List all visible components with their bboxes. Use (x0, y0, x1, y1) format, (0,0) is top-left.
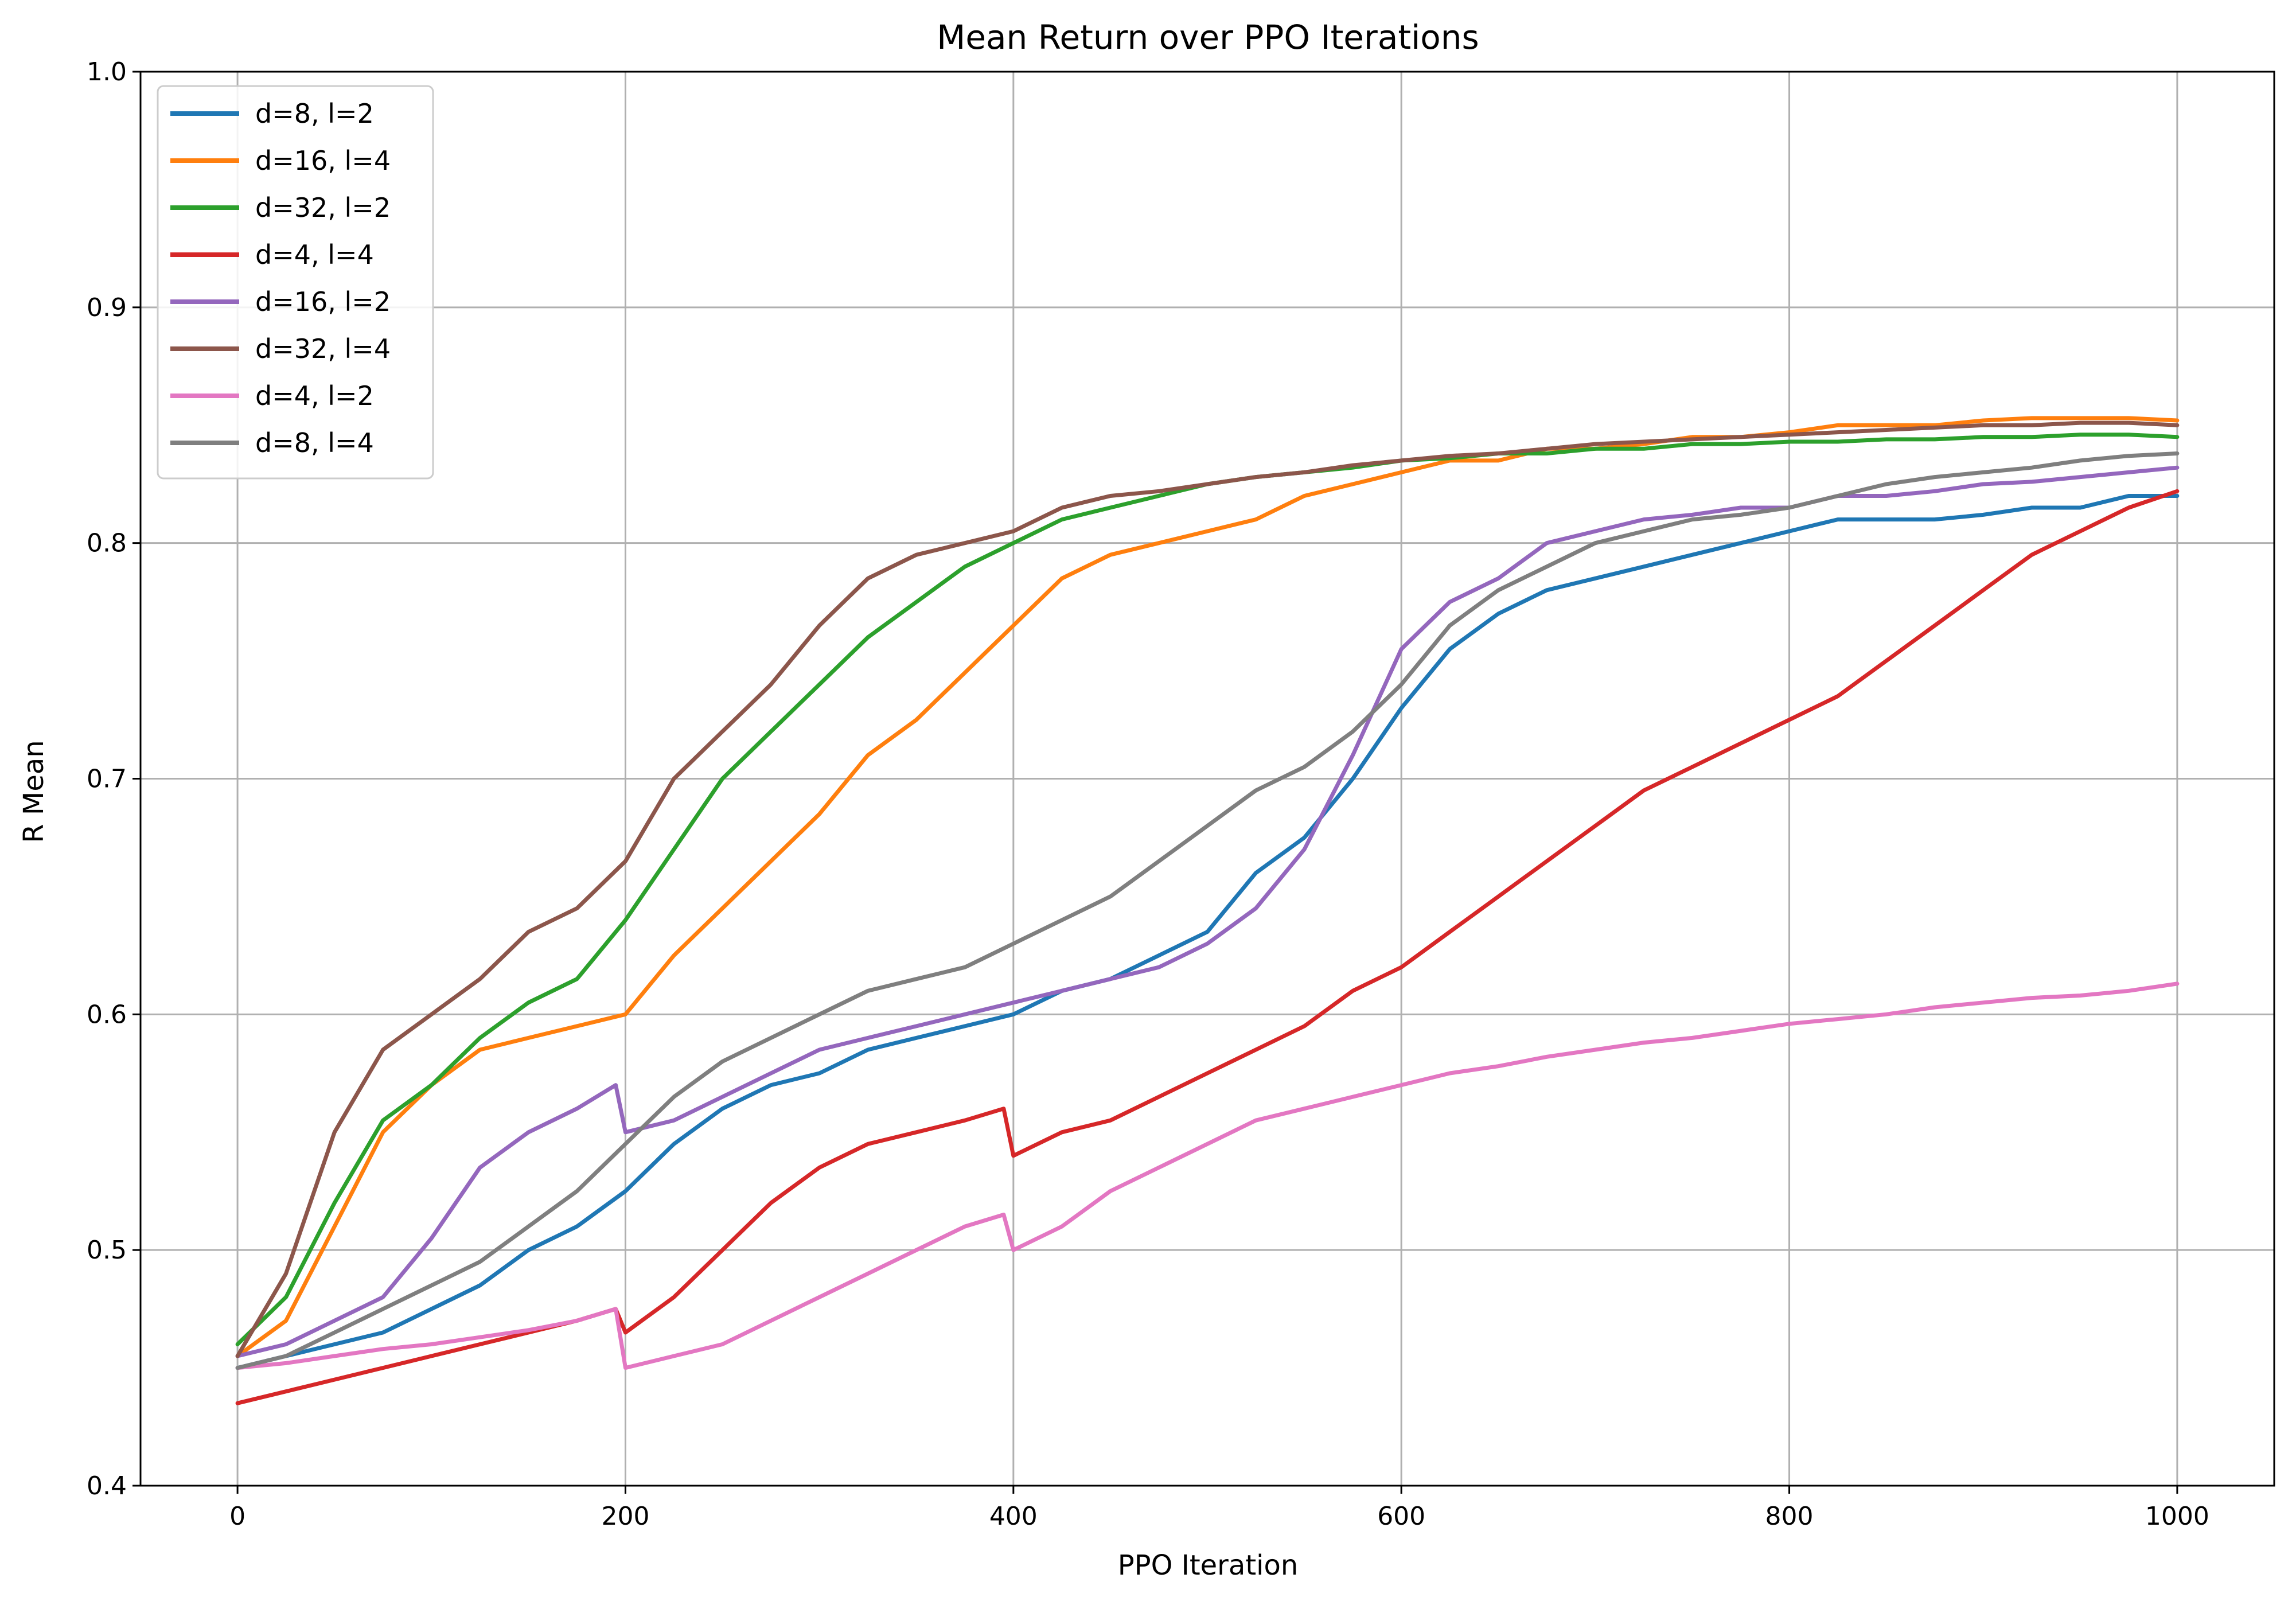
legend-box (157, 85, 434, 480)
legend-label: d=4, l=2 (255, 380, 374, 411)
legend: d=8, l=2 d=16, l=4 d=32, l=2 d=4, l=4 d=16, … (157, 85, 434, 480)
y-tick-label: 0.9 (87, 293, 127, 322)
x-tick-label: 0 (229, 1502, 245, 1531)
series-line-0 (235, 494, 2180, 1370)
y-tick-label: 0.4 (87, 1471, 127, 1501)
series-line-1 (235, 416, 2180, 1358)
legend-label: d=32, l=2 (255, 192, 391, 223)
y-tick-label: 0.5 (87, 1236, 127, 1265)
series-line-5 (235, 420, 2180, 1358)
x-tick-label: 400 (989, 1502, 1038, 1531)
x-axis-label: PPO Iteration (1118, 1549, 1299, 1581)
chart-title: Mean Return over PPO Iterations (937, 18, 1479, 57)
y-tick-label: 1.0 (87, 57, 127, 87)
legend-label: d=4, l=4 (255, 239, 374, 270)
tick-layer: 0 200 400 600 800 1000 0.4 0.5 0.6 0.7 0.8 0.9 1.0 (87, 57, 2209, 1531)
legend-label: d=16, l=4 (255, 145, 391, 176)
series-layer (235, 416, 2180, 1405)
legend-label: d=16, l=2 (255, 286, 391, 317)
y-tick-label: 0.8 (87, 529, 127, 558)
series-line-6 (235, 981, 2180, 1370)
legend-label: d=8, l=4 (255, 427, 374, 458)
legend-label: d=32, l=4 (255, 333, 391, 364)
x-tick-label: 1000 (2145, 1502, 2209, 1531)
x-tick-label: 600 (1377, 1502, 1425, 1531)
y-tick-label: 0.6 (87, 1000, 127, 1029)
series-line-7 (235, 451, 2180, 1370)
y-tick-label: 0.7 (87, 765, 127, 794)
y-axis-label: R Mean (18, 740, 50, 843)
x-tick-label: 800 (1765, 1502, 1814, 1531)
x-tick-label: 200 (601, 1502, 649, 1531)
legend-label: d=8, l=2 (255, 98, 374, 129)
